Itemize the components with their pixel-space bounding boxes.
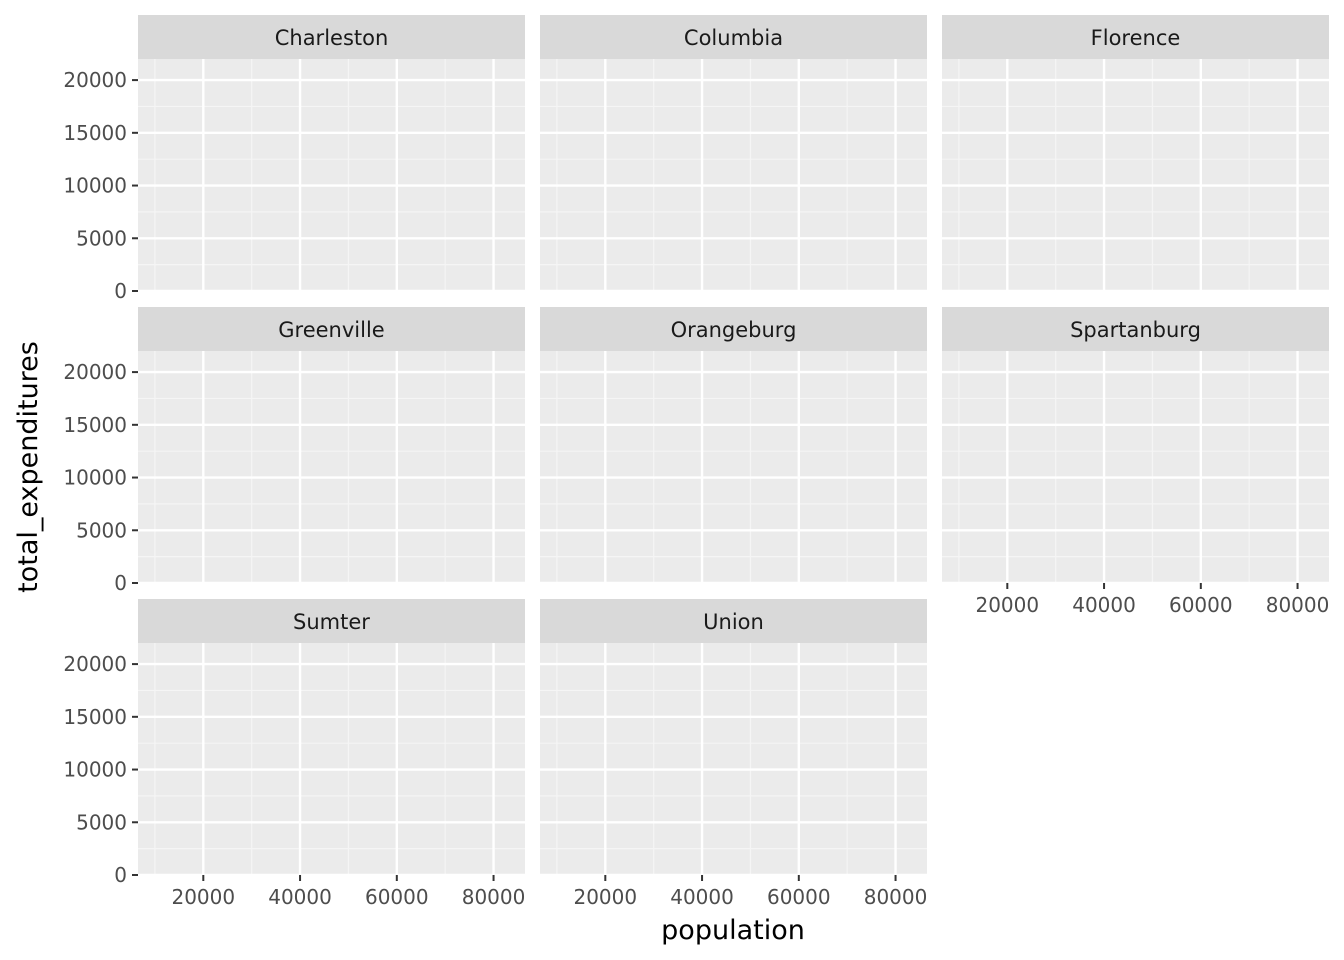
- x-tick-label: 40000: [268, 885, 332, 909]
- y-tick-label: 0: [114, 863, 127, 887]
- facet-greenville: Greenville 0 5000 10000 15000 20000: [63, 307, 525, 595]
- facet-strip-label: Spartanburg: [1070, 318, 1201, 342]
- facet-strip: [540, 599, 927, 643]
- y-tick-label: 0: [114, 279, 127, 303]
- facet-strip-label: Columbia: [684, 26, 783, 50]
- facet-spartanburg: Spartanburg 20000 40000 60000 80000: [942, 307, 1329, 617]
- facet-sumter: Sumter 0 5000 10000 15000 20000 20000 40000 6000…: [63, 599, 525, 909]
- x-tick-label: 80000: [462, 885, 526, 909]
- y-tick-label: 20000: [63, 360, 127, 384]
- panel-background: [942, 59, 1329, 291]
- y-tick-label: 15000: [63, 413, 127, 437]
- x-tick-label: 80000: [1266, 593, 1330, 617]
- y-tick-label: 10000: [63, 174, 127, 198]
- facet-strip: [540, 15, 927, 59]
- y-tick-label: 5000: [76, 518, 127, 542]
- facet-union: Union 20000 40000 60000 80000: [540, 599, 927, 909]
- y-tick-label: 10000: [63, 466, 127, 490]
- y-tick-label: 0: [114, 571, 127, 595]
- y-tick-label: 15000: [63, 121, 127, 145]
- y-tick-label: 20000: [63, 68, 127, 92]
- facet-strip: [942, 307, 1329, 351]
- facet-orangeburg: Orangeburg: [540, 307, 927, 585]
- facet-charleston: Charleston 0 5000 10000 15000 20000: [63, 15, 525, 303]
- x-tick-label: 20000: [171, 885, 235, 909]
- facet-strip-label: Orangeburg: [671, 318, 797, 342]
- facet-strip-label: Sumter: [293, 610, 370, 634]
- x-tick-label: 40000: [1072, 593, 1136, 617]
- facet-strip: [942, 15, 1329, 59]
- panel-background: [942, 351, 1329, 583]
- x-tick-label: 20000: [975, 593, 1039, 617]
- panel-background: [540, 351, 927, 583]
- facet-strip-label: Union: [703, 610, 764, 634]
- facet-strip-label: Charleston: [275, 26, 389, 50]
- x-tick-label: 60000: [1169, 593, 1233, 617]
- y-tick-label: 15000: [63, 705, 127, 729]
- y-tick-label: 5000: [76, 810, 127, 834]
- panel-background: [540, 643, 927, 875]
- x-tick-label: 60000: [767, 885, 831, 909]
- facet-strip-label: Florence: [1091, 26, 1181, 50]
- facet-strip: [138, 307, 525, 351]
- y-tick-label: 5000: [76, 226, 127, 250]
- facet-strip: [138, 599, 525, 643]
- x-tick-label: 40000: [670, 885, 734, 909]
- facet-strip: [540, 307, 927, 351]
- panel-background: [540, 59, 927, 291]
- y-tick-label: 20000: [63, 652, 127, 676]
- x-tick-label: 80000: [864, 885, 928, 909]
- x-tick-label: 60000: [365, 885, 429, 909]
- facet-strip: [138, 15, 525, 59]
- y-tick-label: 10000: [63, 758, 127, 782]
- panel-background: [138, 643, 525, 875]
- panel-background: [138, 59, 525, 291]
- facet-florence: Florence: [942, 15, 1329, 293]
- facet-panels: Charleston 0 5000 10000 15000 20000 Columbia Fl…: [63, 15, 1329, 909]
- panel-background: [138, 351, 525, 583]
- facet-columbia: Columbia: [540, 15, 927, 293]
- facet-strip-label: Greenville: [278, 318, 384, 342]
- x-axis-title: population: [661, 915, 805, 946]
- y-axis-title: total_expenditures: [13, 341, 44, 593]
- x-tick-label: 20000: [573, 885, 637, 909]
